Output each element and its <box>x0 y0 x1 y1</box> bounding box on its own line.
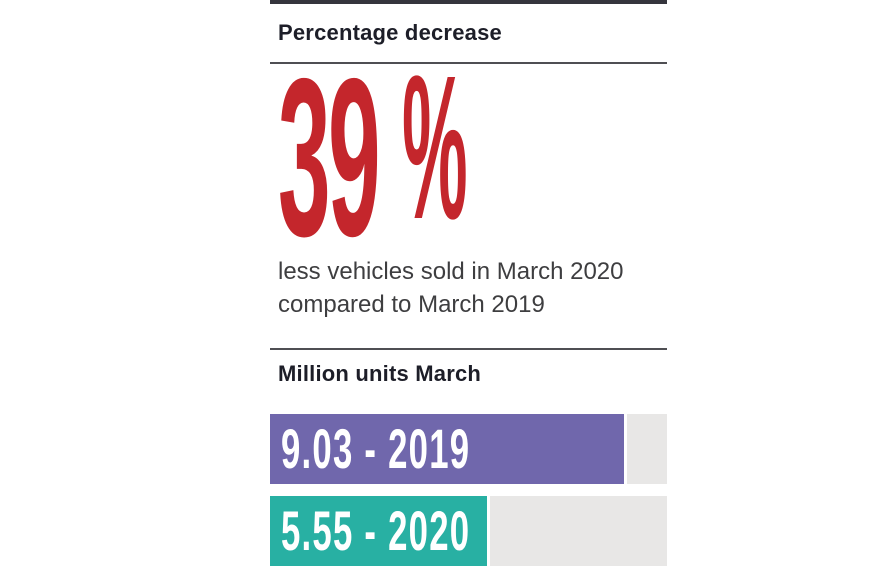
bar-label-2020: 5.55 - 2020 <box>281 499 471 562</box>
stat-digits-box: 39 <box>278 45 390 270</box>
content-column: Percentage decrease 39 % less vehicles s… <box>270 0 667 578</box>
section-divider-middle <box>270 348 667 350</box>
stat-caption: less vehicles sold in March 2020 compare… <box>278 255 624 321</box>
units-section-heading: Million units March <box>278 361 482 386</box>
bar-track-2020: 5.55 - 2020 <box>270 496 667 566</box>
bar-track-2019: 9.03 - 2019 <box>270 414 667 484</box>
stat-value: 39 <box>278 31 381 283</box>
caption-line-2: compared to March 2019 <box>278 291 545 318</box>
percent-sign: % <box>402 33 468 262</box>
caption-line-1: less vehicles sold in March 2020 <box>278 258 624 285</box>
big-percentage-stat: 39 % <box>278 33 468 270</box>
percent-sign-box: % <box>402 33 468 262</box>
bar-2019: 9.03 - 2019 <box>270 414 628 484</box>
percentage-section-heading: Percentage decrease <box>278 20 502 45</box>
bar-label-2019: 9.03 - 2019 <box>281 417 471 480</box>
section-divider-top <box>270 62 667 64</box>
top-divider-strip <box>270 0 667 4</box>
bar-2020: 5.55 - 2020 <box>270 496 491 566</box>
